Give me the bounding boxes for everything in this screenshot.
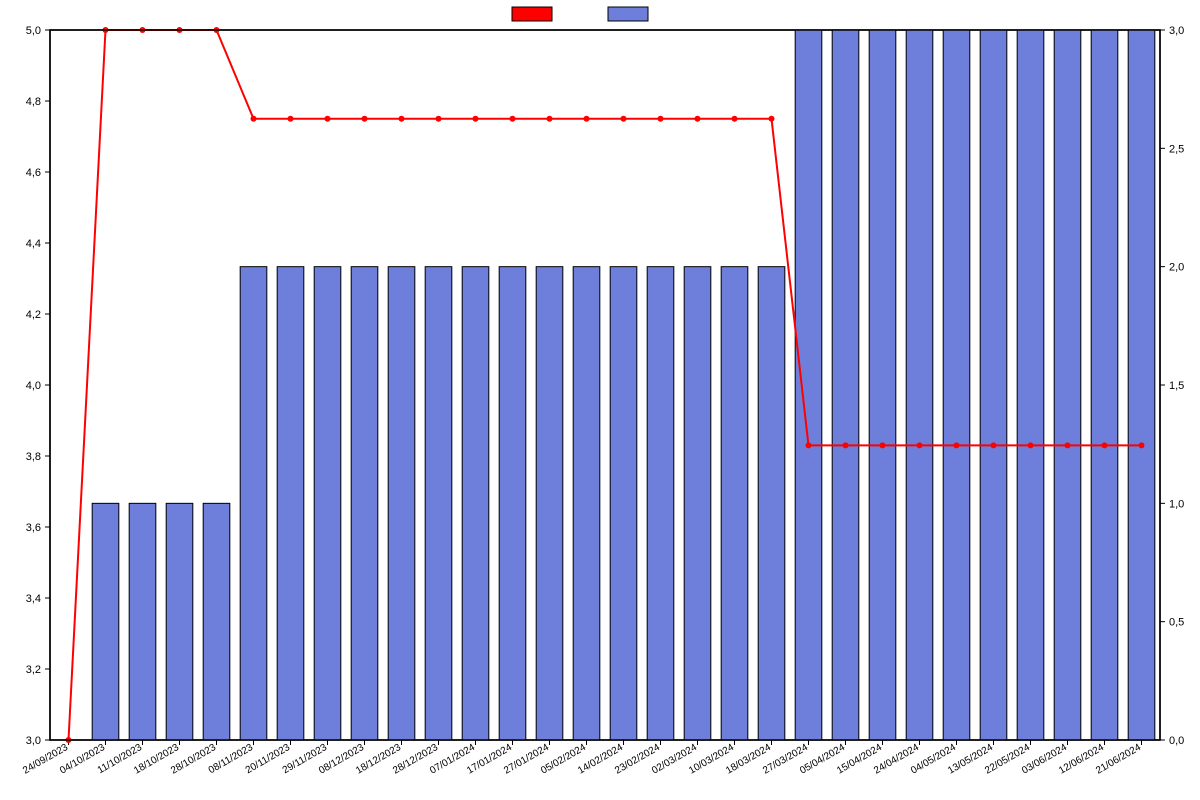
bar — [314, 267, 341, 740]
line-marker — [732, 116, 738, 122]
line-marker — [362, 116, 368, 122]
line-marker — [584, 116, 590, 122]
y-left-tick-label: 4,0 — [26, 380, 41, 392]
line-marker — [510, 116, 516, 122]
line-marker — [325, 116, 331, 122]
bar — [166, 503, 193, 740]
line-marker — [1139, 442, 1145, 448]
bar — [203, 503, 230, 740]
y-left-tick-label: 4,4 — [26, 238, 41, 250]
bar — [1091, 30, 1118, 740]
line-marker — [473, 116, 479, 122]
bar — [536, 267, 563, 740]
y-right-tick-label: 1,5 — [1169, 380, 1184, 392]
bar — [906, 30, 933, 740]
bar — [795, 30, 822, 740]
y-left-tick-label: 4,6 — [26, 167, 41, 179]
line-marker — [288, 116, 294, 122]
y-right-tick-label: 2,0 — [1169, 262, 1184, 274]
line-marker — [251, 116, 257, 122]
bar — [869, 30, 896, 740]
bar — [647, 267, 674, 740]
bar — [980, 30, 1007, 740]
y-left-tick-label: 5,0 — [26, 25, 41, 37]
line-marker — [547, 116, 553, 122]
y-left-tick-label: 3,2 — [26, 664, 41, 676]
line-marker — [621, 116, 627, 122]
line-marker — [658, 116, 664, 122]
bar — [277, 267, 304, 740]
line-marker — [399, 116, 405, 122]
line-marker — [1028, 442, 1034, 448]
line-marker — [1065, 442, 1071, 448]
bar — [425, 267, 452, 740]
y-left-tick-label: 3,8 — [26, 451, 41, 463]
bar — [92, 503, 119, 740]
y-left-tick-label: 3,0 — [26, 735, 41, 747]
chart-container: 3,0 3,2 3,4 3,6 3,8 4,0 4,2 4,4 4,6 4,8 5,0 0,0 0,5 1… — [0, 0, 1200, 800]
bar — [1017, 30, 1044, 740]
y-left-tick-label: 3,6 — [26, 522, 41, 534]
line-marker — [806, 442, 812, 448]
bar — [351, 267, 378, 740]
bar — [129, 503, 156, 740]
y-right-tick-label: 3,0 — [1169, 25, 1184, 37]
legend-swatch-bar — [608, 7, 648, 21]
y-right-tick-label: 0,5 — [1169, 617, 1184, 629]
bar — [758, 267, 785, 740]
legend-swatch-line — [512, 7, 552, 21]
bar — [1128, 30, 1155, 740]
bar — [684, 267, 711, 740]
bar — [388, 267, 415, 740]
y-left-tick-label: 4,2 — [26, 309, 41, 321]
bar — [240, 267, 267, 740]
y-right-tick-label: 0,0 — [1169, 735, 1184, 747]
line-marker — [436, 116, 442, 122]
line-marker — [917, 442, 923, 448]
bar — [943, 30, 970, 740]
y-right-tick-label: 1,0 — [1169, 498, 1184, 510]
line-marker — [695, 116, 701, 122]
line-marker — [954, 442, 960, 448]
line-marker — [769, 116, 775, 122]
bar — [1054, 30, 1081, 740]
bar — [832, 30, 859, 740]
bar — [499, 267, 526, 740]
line-marker — [991, 442, 997, 448]
bar — [721, 267, 748, 740]
y-left-tick-label: 4,8 — [26, 96, 41, 108]
line-marker — [843, 442, 849, 448]
bar — [610, 267, 637, 740]
line-marker — [880, 442, 886, 448]
y-right-tick-label: 2,5 — [1169, 143, 1184, 155]
combo-chart: 3,0 3,2 3,4 3,6 3,8 4,0 4,2 4,4 4,6 4,8 5,0 0,0 0,5 1… — [0, 0, 1200, 800]
bar — [573, 267, 600, 740]
line-marker — [1102, 442, 1108, 448]
y-left-tick-label: 3,4 — [26, 593, 41, 605]
bar — [462, 267, 489, 740]
